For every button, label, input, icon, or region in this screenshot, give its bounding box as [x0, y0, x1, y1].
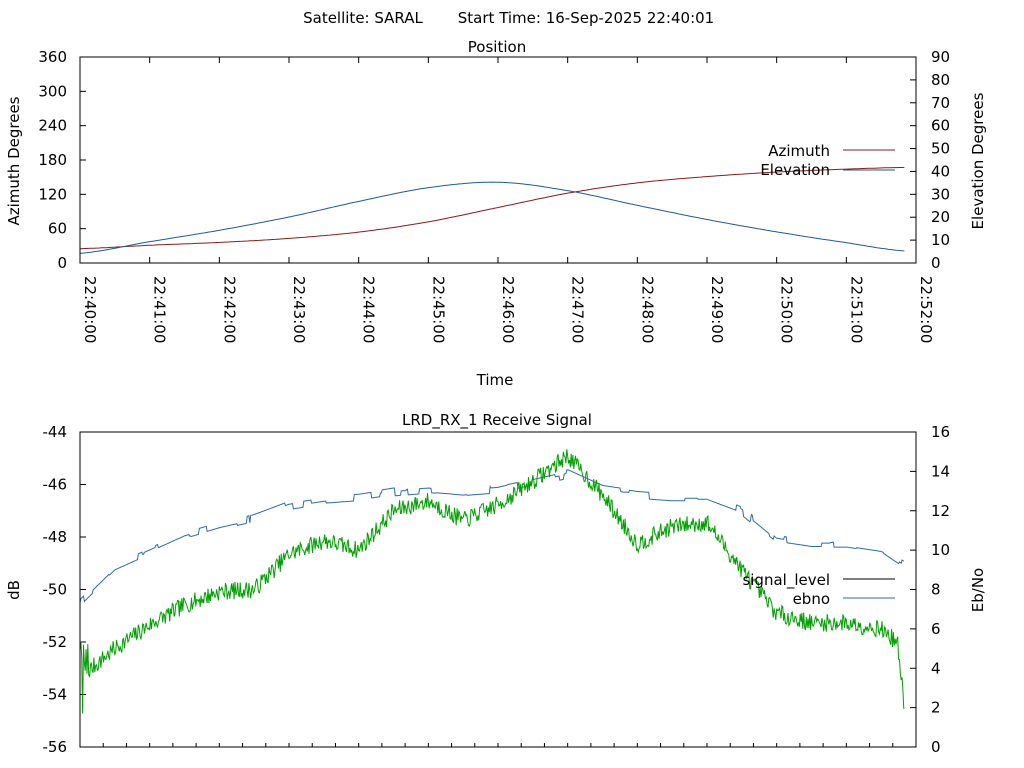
elevation-tick-label: 20: [931, 208, 950, 226]
time-tick-label: 22:40:00: [81, 276, 99, 343]
ebno-tick-label: 6: [931, 620, 941, 638]
ebno-tick-label: 14: [931, 462, 950, 480]
ebno-tick-label: 0: [931, 738, 941, 756]
signal-level-trace: [79, 469, 905, 603]
azimuth-tick-label: 180: [38, 151, 67, 169]
time-tick-label: 22:50:00: [778, 276, 796, 343]
azimuth-tick-label: 0: [57, 254, 67, 272]
ebno-tick-label: 4: [931, 659, 941, 677]
time-tick-label: 22:51:00: [847, 276, 865, 343]
elevation-tick-label: 0: [931, 254, 941, 272]
db-axis-label: dB: [5, 580, 23, 600]
elevation-line: [79, 181, 905, 254]
time-tick-label: 22:41:00: [151, 276, 169, 343]
azimuth-tick-label: 300: [38, 82, 67, 100]
time-tick-label: 22:42:00: [220, 276, 238, 343]
time-tick-label: 22:48:00: [638, 276, 656, 343]
azimuth-line: [79, 166, 905, 250]
time-tick-label: 22:52:00: [917, 276, 935, 343]
legend-label-signal-level: signal_level: [742, 571, 830, 590]
db-tick-label: -56: [43, 738, 68, 756]
db-tick-label: -54: [43, 686, 68, 704]
time-tick-label: 22:47:00: [569, 276, 587, 343]
elevation-tick-label: 30: [931, 185, 950, 203]
time-tick-label: 22:46:00: [499, 276, 517, 343]
db-tick-label: -52: [43, 633, 68, 651]
receive-signal-chart: LRD_RX_1 Receive Signal dB Eb/No -56 -54 -…: [5, 411, 987, 756]
ebno-tick-label: 2: [931, 699, 941, 717]
azimuth-tick-label: 360: [38, 48, 67, 66]
legend-label-ebno: ebno: [793, 590, 830, 608]
elevation-tick-label: 60: [931, 117, 950, 135]
position-chart: Position Azimuth Degrees Elevation Degre…: [5, 38, 987, 389]
ebno-tick-label: 8: [931, 581, 941, 599]
db-tick-label: -48: [43, 528, 68, 546]
ebno-tick-label: 16: [931, 423, 950, 441]
ebno-trace: [79, 449, 905, 714]
ebno-axis-label: Eb/No: [969, 568, 987, 612]
time-tick-label: 22:49:00: [708, 276, 726, 343]
azimuth-tick-label: 60: [48, 220, 67, 238]
elevation-tick-label: 70: [931, 94, 950, 112]
time-tick-label: 22:45:00: [429, 276, 447, 343]
ebno-tick-label: 10: [931, 541, 950, 559]
legend-label-elevation: Elevation: [760, 161, 830, 179]
position-legend: Azimuth Elevation: [760, 142, 895, 179]
azimuth-axis-label: Azimuth Degrees: [5, 96, 23, 225]
elevation-tick-label: 40: [931, 162, 950, 180]
azimuth-tick-label: 240: [38, 117, 67, 135]
azimuth-tick-label: 120: [38, 185, 67, 203]
db-tick-label: -46: [43, 476, 68, 494]
satellite-label: Satellite: SARAL: [303, 9, 423, 27]
receive-signal-title: LRD_RX_1 Receive Signal: [402, 411, 592, 430]
receive-plot-frame: [79, 431, 917, 748]
signal-legend: signal_level ebno: [742, 571, 895, 608]
elevation-tick-label: 80: [931, 71, 950, 89]
time-axis-label: Time: [476, 371, 514, 389]
elevation-tick-label: 50: [931, 140, 950, 158]
time-tick-label: 22:43:00: [290, 276, 308, 343]
ebno-tick-label: 12: [931, 502, 950, 520]
position-plot-frame: [79, 56, 917, 264]
time-tick-label: 22:44:00: [360, 276, 378, 343]
elevation-tick-label: 10: [931, 231, 950, 249]
db-tick-label: -50: [43, 581, 68, 599]
elevation-tick-label: 90: [931, 48, 950, 66]
start-time-label: Start Time: 16-Sep-2025 22:40:01: [458, 9, 714, 27]
legend-label-azimuth: Azimuth: [768, 142, 830, 160]
position-title: Position: [468, 38, 526, 56]
db-tick-label: -44: [43, 423, 68, 441]
elevation-axis-label: Elevation Degrees: [969, 92, 987, 229]
